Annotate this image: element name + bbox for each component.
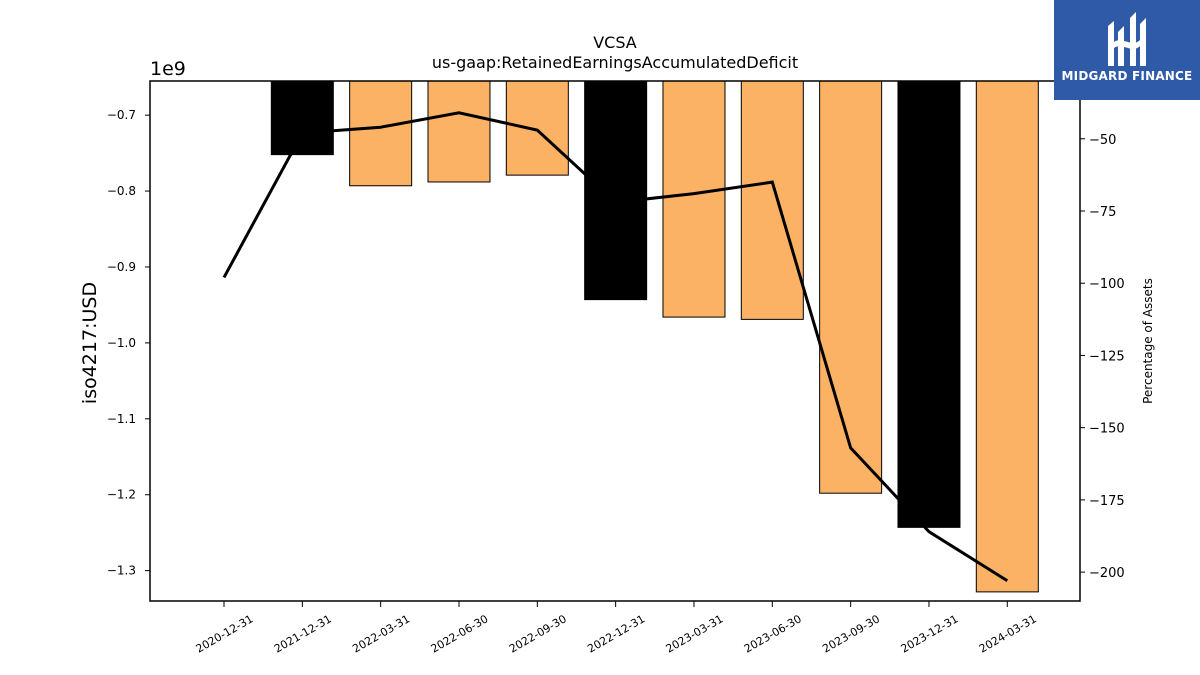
y-tick-label: −1.1 — [107, 412, 136, 426]
x-tick-label: 2023-09-30 — [820, 612, 882, 655]
y-axis-left: −0.7 −0.8 −0.9 −1.0 −1.1 −1.2 −1.3 — [107, 108, 150, 578]
x-tick-label: 2023-12-31 — [899, 612, 961, 655]
logo-mark-icon — [1108, 12, 1146, 66]
y-right-tick-label: −175 — [1089, 494, 1125, 509]
bars-layer — [270, 80, 1039, 593]
y-right-tick-label: −200 — [1089, 566, 1125, 581]
bar-2022-09-30 — [505, 80, 569, 176]
percentage-line — [222, 111, 1009, 583]
bar-2024-03-31 — [975, 80, 1039, 593]
x-tick-label: 2021-12-31 — [272, 612, 334, 655]
y-tick-label: −1.0 — [107, 336, 136, 350]
bar-2023-09-30 — [819, 80, 883, 494]
bar-2022-03-31 — [349, 80, 413, 187]
chart-subtitle: us-gaap:RetainedEarningsAccumulatedDefic… — [432, 53, 798, 72]
y-right-tick-label: −50 — [1089, 133, 1116, 148]
y-axis-right-label: Percentage of Assets — [1141, 278, 1155, 404]
y-axis-label: iso4217:USD — [79, 282, 101, 404]
x-tick-label: 2020-12-31 — [194, 612, 256, 655]
bar-2022-12-31 — [584, 80, 648, 301]
bar-2023-12-31 — [897, 80, 961, 528]
y-right-tick-label: −150 — [1089, 422, 1125, 437]
x-tick-label: 2022-12-31 — [585, 612, 647, 655]
bar-2023-06-30 — [740, 80, 804, 320]
x-tick-label: 2023-06-30 — [742, 612, 804, 655]
bar-2021-12-31 — [270, 80, 334, 156]
x-tick-label: 2024-03-31 — [977, 612, 1039, 655]
x-tick-label: 2023-03-31 — [664, 612, 726, 655]
logo-text: MIDGARD FINANCE — [1061, 69, 1193, 83]
y-right-tick-label: −100 — [1089, 277, 1125, 292]
x-tick-label: 2022-03-31 — [350, 612, 412, 655]
bar-2022-06-30 — [427, 80, 491, 183]
y-tick-label: −0.9 — [107, 260, 136, 274]
y-right-tick-label: −75 — [1089, 205, 1116, 220]
line-layer — [222, 111, 1009, 583]
y-offset-label: 1e9 — [150, 58, 186, 80]
brand-logo: MIDGARD FINANCE — [1054, 0, 1200, 100]
x-tick-label: 2022-09-30 — [507, 612, 569, 655]
y-right-tick-label: −125 — [1089, 349, 1125, 364]
y-tick-label: −0.8 — [107, 184, 136, 198]
x-tick-label: 2022-06-30 — [429, 612, 491, 655]
bar-2023-03-31 — [662, 80, 726, 318]
y-tick-label: −0.7 — [107, 108, 136, 122]
y-axis-right: −50 −75 −100 −125 −150 −175 −200 — [1080, 133, 1125, 581]
chart-title: VCSA — [593, 33, 637, 52]
x-axis: 2020-12-31 2021-12-31 2022-03-31 2022-06-30… — [194, 601, 1039, 656]
plot-frame — [149, 80, 1081, 602]
y-tick-label: −1.3 — [107, 564, 136, 578]
y-tick-label: −1.2 — [107, 488, 136, 502]
